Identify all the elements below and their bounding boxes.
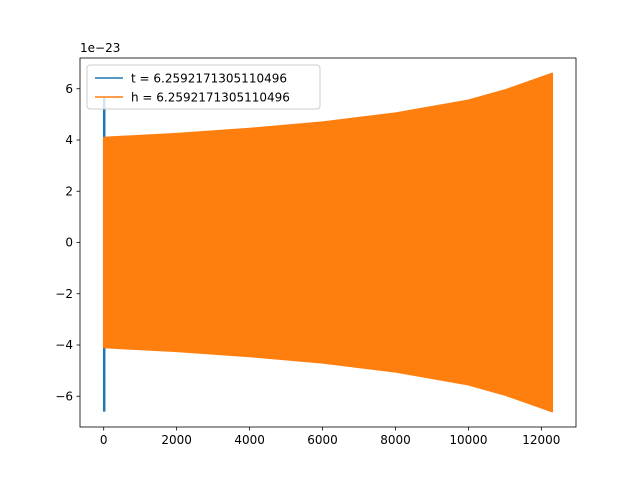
x-axis-ticks: 0 2000 4000 6000 8000 10000 12000 (100, 427, 560, 447)
legend-box (86, 64, 321, 110)
y-tick-label: 6 (65, 82, 73, 96)
x-tick-label: 12000 (522, 433, 560, 447)
x-tick-label: 2000 (161, 433, 192, 447)
x-tick-label: 8000 (380, 433, 411, 447)
y-tick-label: −4 (55, 338, 73, 352)
y-axis-ticks: −6 −4 −2 0 2 4 6 (55, 82, 80, 403)
x-tick-label: 6000 (307, 433, 338, 447)
y-tick-label: 2 (65, 184, 73, 198)
y-tick-label: 0 (65, 236, 73, 250)
y-tick-label: −2 (55, 287, 73, 301)
x-tick-label: 4000 (234, 433, 265, 447)
legend-label: h = 6.2592171305110496 (131, 91, 290, 105)
legend-label: t = 6.2592171305110496 (131, 72, 287, 86)
legend: t = 6.2592171305110496 h = 6.259217130511… (86, 64, 321, 110)
plot-series-group (102, 72, 554, 413)
y-tick-label: −6 (55, 389, 73, 403)
plot-area (102, 72, 554, 413)
y-axis-offset-label: 1e−23 (80, 41, 120, 55)
y-tick-label: 4 (65, 133, 73, 147)
series-band-h (102, 72, 554, 413)
x-tick-label: 10000 (449, 433, 487, 447)
x-tick-label: 0 (100, 433, 108, 447)
